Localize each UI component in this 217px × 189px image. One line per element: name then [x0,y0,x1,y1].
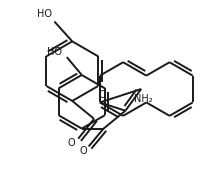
Text: O: O [67,138,75,148]
Text: O: O [98,91,106,101]
Text: O: O [80,146,87,156]
Text: HO: HO [48,47,62,57]
Text: HO: HO [37,9,52,19]
Text: NH₂: NH₂ [134,94,153,104]
